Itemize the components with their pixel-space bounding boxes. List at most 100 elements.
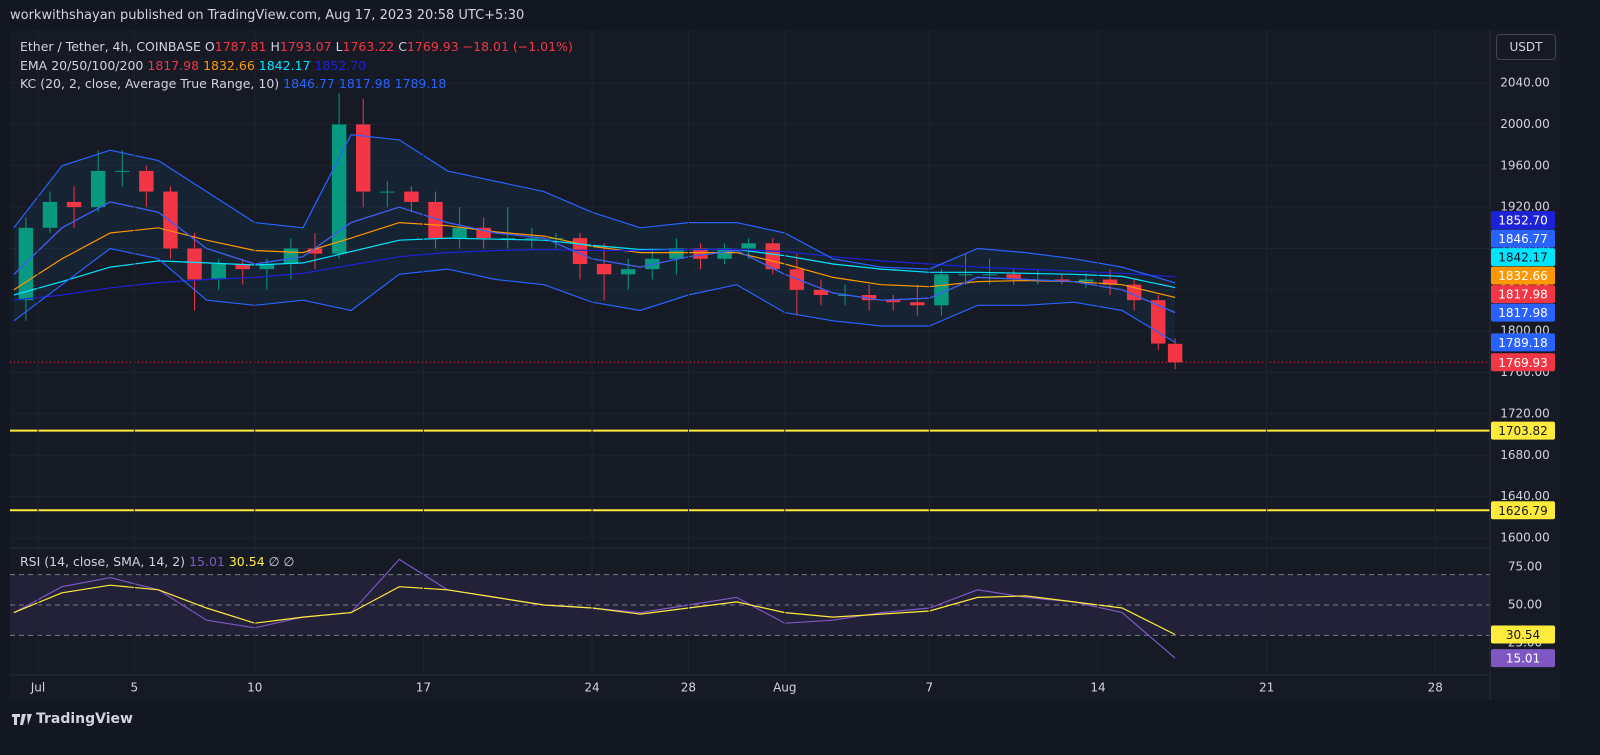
price-badge [1491, 248, 1555, 267]
price-badge-label: 1703.82 [1498, 424, 1548, 438]
ohlc-value: 1769.93 [406, 39, 459, 54]
price-badge-label: 1789.18 [1498, 336, 1548, 350]
price-badge [1491, 266, 1555, 285]
candle-body [524, 238, 540, 240]
candle-body [283, 248, 299, 264]
candle-body [187, 248, 202, 280]
price-badge-label: 1842.17 [1498, 251, 1548, 265]
kc-fill [13, 134, 1176, 343]
candle-body [741, 243, 756, 249]
candle-body [139, 170, 154, 192]
x-tick-label: 14 [1090, 681, 1105, 695]
x-tick-label: Jul [30, 681, 45, 695]
ohlc-value: 1793.07 [279, 39, 332, 54]
price-badge [1491, 303, 1555, 322]
indicator-value: 1817.98 [338, 76, 391, 91]
candle-body [211, 263, 226, 280]
candle-body [1078, 279, 1094, 282]
legend-ema: EMA 20/50/100/200 1817.98 1832.66 1842.17 18… [20, 58, 370, 73]
x-tick-label: 28 [681, 681, 696, 695]
brand: TradingView [36, 711, 133, 727]
candle-body [1102, 279, 1118, 285]
indicator-value: 15.01 [189, 554, 225, 569]
candle-body [1151, 300, 1166, 344]
indicator-extra: ∅ [268, 554, 280, 569]
candle-body [813, 289, 829, 295]
candle-body [380, 191, 395, 193]
price-badge-label: 15.01 [1506, 652, 1540, 666]
legend-rsi: RSI (14, close, SMA, 14, 2) 15.01 30.54 ∅ ∅ [20, 554, 298, 569]
price-badge-label: 30.54 [1506, 628, 1540, 642]
y-tick-label: 1720.00 [1500, 406, 1550, 420]
candle-body [476, 227, 491, 239]
indicator-title: RSI (14, close, SMA, 14, 2) [20, 554, 186, 569]
price-badge-label: 1852.70 [1498, 214, 1548, 228]
indicator-value: 1789.18 [394, 76, 447, 91]
indicator-value: 1846.77 [283, 76, 335, 91]
price-badge [1491, 501, 1555, 520]
candle-body [982, 274, 997, 276]
candle-body [42, 201, 58, 228]
candle-body [66, 201, 82, 208]
rsi-pane [10, 558, 1490, 659]
ohlc-letter: O [204, 39, 215, 54]
price-badge-label: 1817.98 [1498, 306, 1548, 320]
price-badge [1491, 353, 1555, 372]
price-badge-label: 1626.79 [1498, 504, 1548, 518]
candle-body [331, 124, 347, 254]
ohlc-value: 1787.81 [214, 39, 267, 54]
candle-body [500, 238, 515, 240]
legend-kc: KC (20, 2, close, Average True Range, 10… [20, 76, 450, 91]
candle-body [163, 191, 178, 249]
publisher: workwithshayan published on TradingView.… [10, 8, 525, 23]
candle-body [717, 248, 732, 259]
indicator-extra: ∅ [283, 554, 295, 569]
change: −18.01 (−1.01%) [462, 39, 573, 54]
price-badge-label: 1817.98 [1498, 288, 1548, 302]
symbol: Ether / Tether, 4h, COINBASE [20, 39, 201, 54]
price-pane [10, 82, 1490, 539]
candle-body [910, 302, 925, 306]
y-tick-label: 1640.00 [1500, 489, 1550, 503]
candle-body [307, 248, 323, 254]
indicator-value: 30.54 [228, 554, 265, 569]
indicator-value: 1842.17 [258, 58, 311, 73]
candle-body [18, 227, 34, 301]
y-tick-label: 1600.00 [1500, 530, 1550, 544]
candle-body [958, 274, 973, 276]
candle-body [934, 274, 949, 306]
candle-body [765, 243, 780, 270]
price-badge-label: 1832.66 [1498, 269, 1548, 283]
y-tick-label: 2040.00 [1500, 76, 1550, 90]
x-tick-label: 7 [926, 681, 934, 695]
ohlc-letter: C [398, 39, 407, 54]
ohlc-letter: H [270, 39, 280, 54]
x-tick-label: 24 [584, 681, 599, 695]
candle-body [235, 263, 250, 270]
candle-body [404, 191, 419, 202]
price-badge [1491, 211, 1555, 230]
price-badge-label: 1769.93 [1498, 356, 1548, 370]
currency-button[interactable]: USDT [1496, 34, 1556, 60]
candle-body [861, 294, 877, 301]
candle-body [90, 170, 106, 208]
candle-body [259, 263, 275, 270]
price-badge [1491, 333, 1555, 352]
indicator-value: 1852.70 [314, 58, 367, 73]
x-tick-label: 10 [247, 681, 262, 695]
indicator-title: KC (20, 2, close, Average True Range, 10… [20, 76, 280, 91]
candle-body [1006, 274, 1021, 280]
candle-body [693, 248, 708, 259]
candle-body [596, 263, 612, 275]
y-tick-label: 1680.00 [1500, 448, 1550, 462]
candle-body [115, 170, 130, 172]
ohlc-value: 1763.22 [342, 39, 395, 54]
candle-body [620, 269, 636, 275]
legend-symbol: Ether / Tether, 4h, COINBASE O1787.81 H179… [20, 39, 577, 54]
ohlc-letter: L [335, 39, 343, 54]
candle-body [669, 248, 684, 259]
indicator-value: 1832.66 [203, 58, 255, 73]
x-tick-label: 28 [1428, 681, 1443, 695]
